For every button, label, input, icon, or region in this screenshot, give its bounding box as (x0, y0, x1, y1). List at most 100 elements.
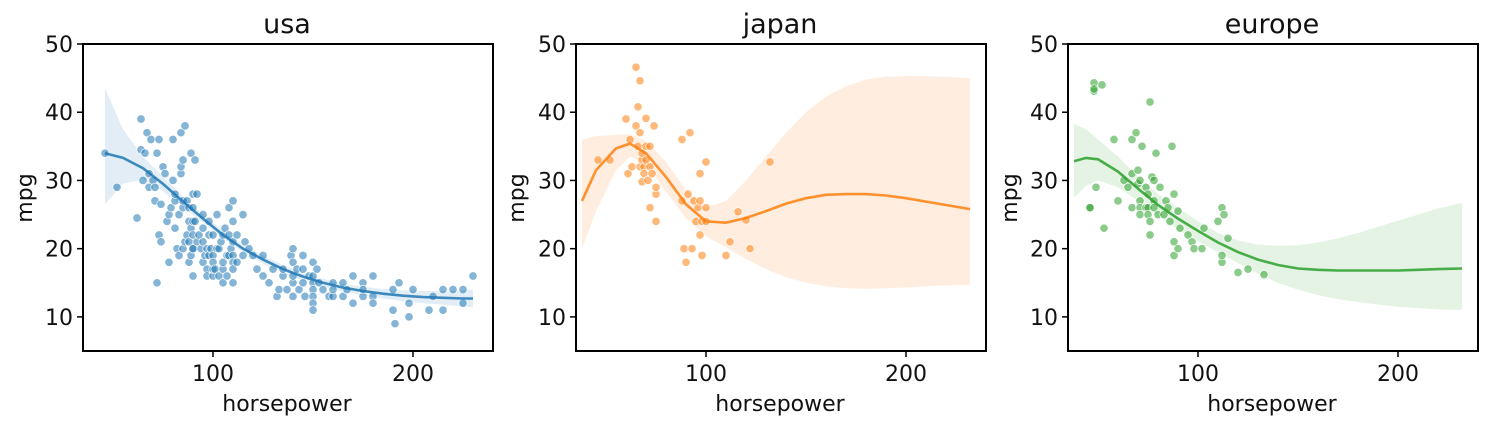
y-axis-label: mpg (505, 173, 530, 222)
data-point (312, 264, 322, 274)
x-tick-label: 200 (1377, 362, 1419, 387)
data-point (1213, 216, 1223, 226)
data-point (404, 312, 414, 322)
x-tick-label: 100 (685, 362, 727, 387)
data-point (298, 264, 308, 274)
data-point (677, 134, 687, 145)
data-point (198, 237, 208, 247)
data-point (228, 216, 238, 226)
axes: 10 20 30 40 50 100 200 (1030, 33, 1479, 387)
axes: 10 20 30 40 50 100 200 (538, 33, 987, 387)
data-point (1149, 203, 1159, 213)
regression-curve (1073, 156, 1463, 272)
data-point (136, 114, 146, 124)
data-point (448, 285, 458, 295)
y-axis-label: mpg (13, 173, 38, 222)
panel-title: usa (263, 9, 311, 40)
data-point (264, 278, 274, 288)
data-point (1133, 165, 1143, 175)
data-point (232, 230, 242, 240)
data-point (348, 298, 358, 308)
data-point (288, 291, 298, 301)
data-point (178, 155, 188, 165)
data-point (1123, 182, 1133, 192)
data-point (1197, 244, 1207, 254)
data-point (138, 175, 148, 185)
regression-curve (580, 142, 971, 225)
data-point (695, 230, 705, 240)
data-point (1127, 203, 1137, 213)
data-point (1175, 223, 1185, 233)
data-point (701, 203, 711, 213)
data-point (1091, 182, 1101, 192)
data-point (112, 182, 122, 192)
data-point (132, 213, 142, 223)
data-point (1217, 250, 1227, 261)
panel-title: europe (1225, 9, 1320, 40)
data-point (228, 264, 238, 274)
data-point (308, 305, 318, 315)
data-point (188, 271, 198, 281)
x-axis-label: horsepower (715, 392, 845, 417)
scatter-points (1085, 78, 1269, 280)
data-point (701, 157, 711, 167)
data-point (1099, 223, 1109, 233)
data-point (388, 285, 398, 295)
data-point (160, 169, 170, 179)
data-point (142, 128, 152, 138)
data-point (635, 128, 645, 138)
data-point (438, 305, 448, 315)
data-point (168, 134, 178, 145)
data-point (458, 298, 468, 308)
data-point (212, 210, 222, 220)
data-point (218, 278, 228, 288)
data-point (641, 113, 651, 123)
data-point (1135, 175, 1145, 185)
y-tick-label: 50 (45, 33, 73, 58)
panel-japan: 10 20 30 40 50 100 200 japan horsepower mpg (505, 9, 987, 417)
data-point (1137, 141, 1147, 151)
data-point (288, 257, 298, 267)
confidence-band (1074, 123, 1462, 311)
data-point (679, 244, 689, 254)
data-point (627, 162, 637, 172)
y-tick-label: 40 (1030, 101, 1058, 126)
data-point (308, 257, 318, 267)
data-point (168, 175, 178, 185)
data-point (651, 182, 661, 192)
data-point (1199, 223, 1209, 233)
data-point (1089, 84, 1099, 94)
data-point (368, 298, 378, 308)
x-tick-label: 100 (192, 362, 234, 387)
data-point (170, 223, 180, 233)
data-point (208, 230, 218, 240)
data-point (1149, 175, 1159, 185)
data-point (681, 257, 691, 267)
data-point (190, 155, 200, 165)
axes-frame (1067, 43, 1479, 352)
data-point (695, 169, 705, 179)
data-point (468, 271, 478, 281)
data-point (651, 216, 661, 226)
data-point (318, 285, 328, 295)
data-point (685, 128, 695, 138)
y-tick-label: 10 (1030, 306, 1058, 331)
y-tick-label: 30 (45, 169, 73, 194)
data-point (174, 210, 184, 220)
data-point (300, 291, 310, 301)
data-point (621, 114, 631, 124)
data-point (228, 278, 238, 288)
data-point (765, 157, 775, 167)
data-point (1109, 134, 1119, 145)
data-point (458, 285, 468, 295)
data-point (150, 182, 160, 192)
data-point (643, 175, 653, 185)
data-point (721, 250, 731, 261)
data-point (1165, 216, 1175, 226)
data-point (1233, 267, 1243, 278)
data-point (408, 285, 418, 295)
data-point (645, 141, 655, 151)
data-point (394, 278, 404, 288)
data-point (1145, 230, 1155, 240)
